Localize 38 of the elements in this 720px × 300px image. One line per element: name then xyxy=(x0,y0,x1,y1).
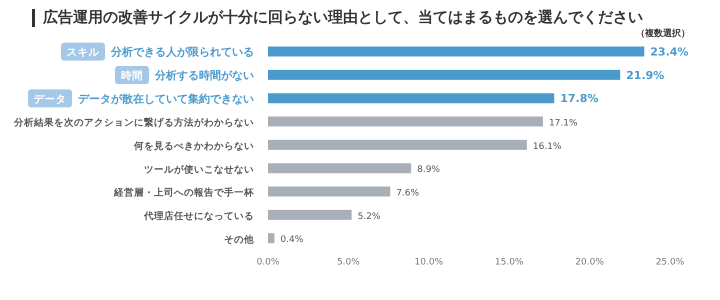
x-tick-label: 25.0% xyxy=(656,257,685,268)
y-tick-label: 何を見るべきかわからない xyxy=(133,140,254,152)
data-label: 8.9% xyxy=(417,165,440,176)
y-tick-label: 代理店任せになっている xyxy=(143,210,254,222)
y-tick-label: データが散在していて集約できない xyxy=(78,92,254,106)
data-label: 16.1% xyxy=(532,142,562,152)
bar xyxy=(268,233,274,244)
x-tick-label: 10.0% xyxy=(414,257,444,268)
tag-label: 時間 xyxy=(115,66,149,84)
y-tick-label: 分析できる人が限られている xyxy=(110,46,254,59)
bar xyxy=(268,93,554,104)
data-label: 17.1% xyxy=(548,118,578,129)
bar xyxy=(268,70,620,80)
bar xyxy=(268,46,644,57)
tag-label: スキル xyxy=(61,42,105,61)
bar xyxy=(268,140,527,150)
bar xyxy=(268,163,412,174)
data-label: 5.2% xyxy=(358,212,381,222)
bar xyxy=(268,186,390,197)
chart-title: 広告運用の改善サイクルが十分に回らない理由として、当てはまるものを選んでください xyxy=(43,8,643,27)
bar xyxy=(268,116,543,127)
x-tick-label: 15.0% xyxy=(494,257,524,268)
data-label: 23.4% xyxy=(650,46,688,59)
y-tick-label: ツールが使いこなせない xyxy=(144,163,254,176)
y-tick-label: 分析結果を次のアクションに繋げる方法がわからない xyxy=(13,116,254,129)
y-tick-label: 分析する時間がない xyxy=(154,69,254,82)
y-tick-label: その他 xyxy=(224,233,255,246)
y-tick-label: 経営層・上司への報告で手一杯 xyxy=(113,186,255,199)
data-label: 7.6% xyxy=(396,188,420,199)
data-label: 0.4% xyxy=(280,235,304,246)
x-tick-label: 5.0% xyxy=(336,257,360,268)
data-label: 17.8% xyxy=(560,92,598,106)
data-label: 21.9% xyxy=(626,68,664,82)
bar xyxy=(268,210,352,220)
chart-subtitle: （複数選択） xyxy=(635,27,690,40)
tag-label: データ xyxy=(28,89,72,108)
x-tick-label: 20.0% xyxy=(575,257,604,268)
x-tick-label: 0.0% xyxy=(256,257,280,268)
